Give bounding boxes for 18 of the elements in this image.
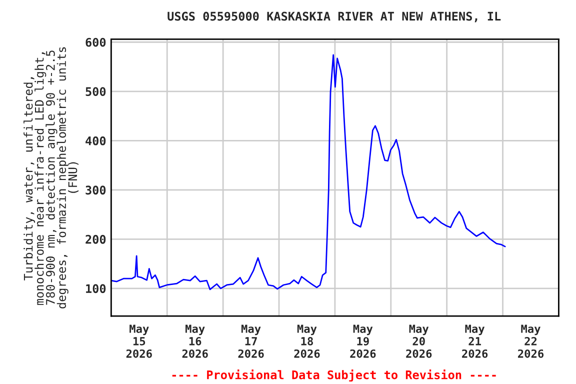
chart-title: USGS 05595000 KASKASKIA RIVER AT NEW ATHENS, IL — [168, 12, 501, 22]
x-tick-label: May 19 2026 — [350, 324, 376, 358]
text: ---- Provisional Data Subject to Revision ---- — [172, 370, 496, 382]
x-tick-label: May 18 2026 — [294, 324, 320, 358]
y-tick-label: 600 — [86, 38, 106, 47]
line-series — [111, 54, 506, 290]
y-tick-label: 400 — [86, 136, 106, 146]
x-tick-label: May 17 2026 — [238, 324, 264, 358]
y-tick-label: 100 — [86, 284, 106, 294]
y-tick-label: 500 — [86, 87, 106, 96]
x-tick-label: May 21 2026 — [462, 324, 488, 358]
x-tick-label: May 16 2026 — [182, 324, 208, 358]
y-tick-label: 300 — [86, 186, 106, 195]
y-tick-label: 200 — [86, 234, 106, 244]
x-tick-label: May 20 2026 — [406, 324, 432, 358]
x-tick-label: May 15 2026 — [126, 324, 152, 358]
x-tick-label: May 22 2026 — [518, 324, 544, 358]
y-axis-title: Turbidity, water, unfiltered, monochrome near infra-red LED light, 780-900 nm, detection angle 90 +-2.5 degrees, formazin nephelometric units (FNU) — [24, 47, 79, 308]
